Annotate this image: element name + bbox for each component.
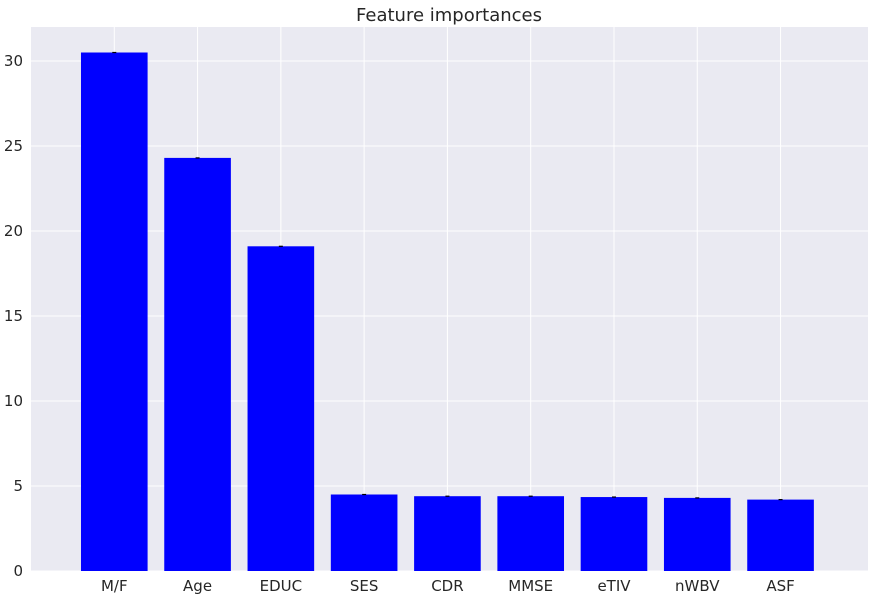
x-tick-label: CDR bbox=[431, 577, 463, 595]
x-tick-label: ASF bbox=[766, 577, 794, 595]
bar-asf bbox=[747, 499, 814, 571]
x-tick-label: eTIV bbox=[597, 577, 631, 595]
bar-age bbox=[164, 157, 231, 571]
y-tick-label: 25 bbox=[4, 137, 23, 155]
bar-ses bbox=[330, 494, 398, 571]
tick-labels: 0 5 10 15 20 25 30 M/F Age EDUC SES CDR MMSE eTIV nWBV… bbox=[4, 52, 795, 595]
bar-etiv bbox=[580, 497, 648, 571]
bar-nwbv bbox=[663, 497, 731, 571]
y-tick-label: 10 bbox=[4, 392, 23, 410]
bars bbox=[80, 51, 814, 572]
x-tick-label: SES bbox=[350, 577, 379, 595]
y-tick-label: 20 bbox=[4, 222, 23, 240]
plot-background bbox=[31, 27, 868, 571]
x-tick-label: Age bbox=[183, 577, 212, 595]
bar-educ bbox=[247, 246, 315, 572]
y-tick-label: 5 bbox=[13, 477, 23, 495]
x-tick-label: MMSE bbox=[508, 577, 553, 595]
y-tick-label: 15 bbox=[4, 307, 23, 325]
bar-mmse bbox=[497, 496, 565, 571]
x-tick-label: nWBV bbox=[675, 577, 720, 595]
bar-m-f bbox=[80, 52, 148, 571]
bar-cdr bbox=[414, 496, 481, 571]
x-tick-label: M/F bbox=[101, 577, 128, 595]
grid-lines bbox=[31, 27, 868, 572]
x-tick-label: EDUC bbox=[260, 577, 302, 595]
chart-title: Feature importances bbox=[356, 5, 542, 26]
y-tick-label: 30 bbox=[4, 52, 23, 70]
y-tick-label: 0 bbox=[13, 562, 23, 580]
